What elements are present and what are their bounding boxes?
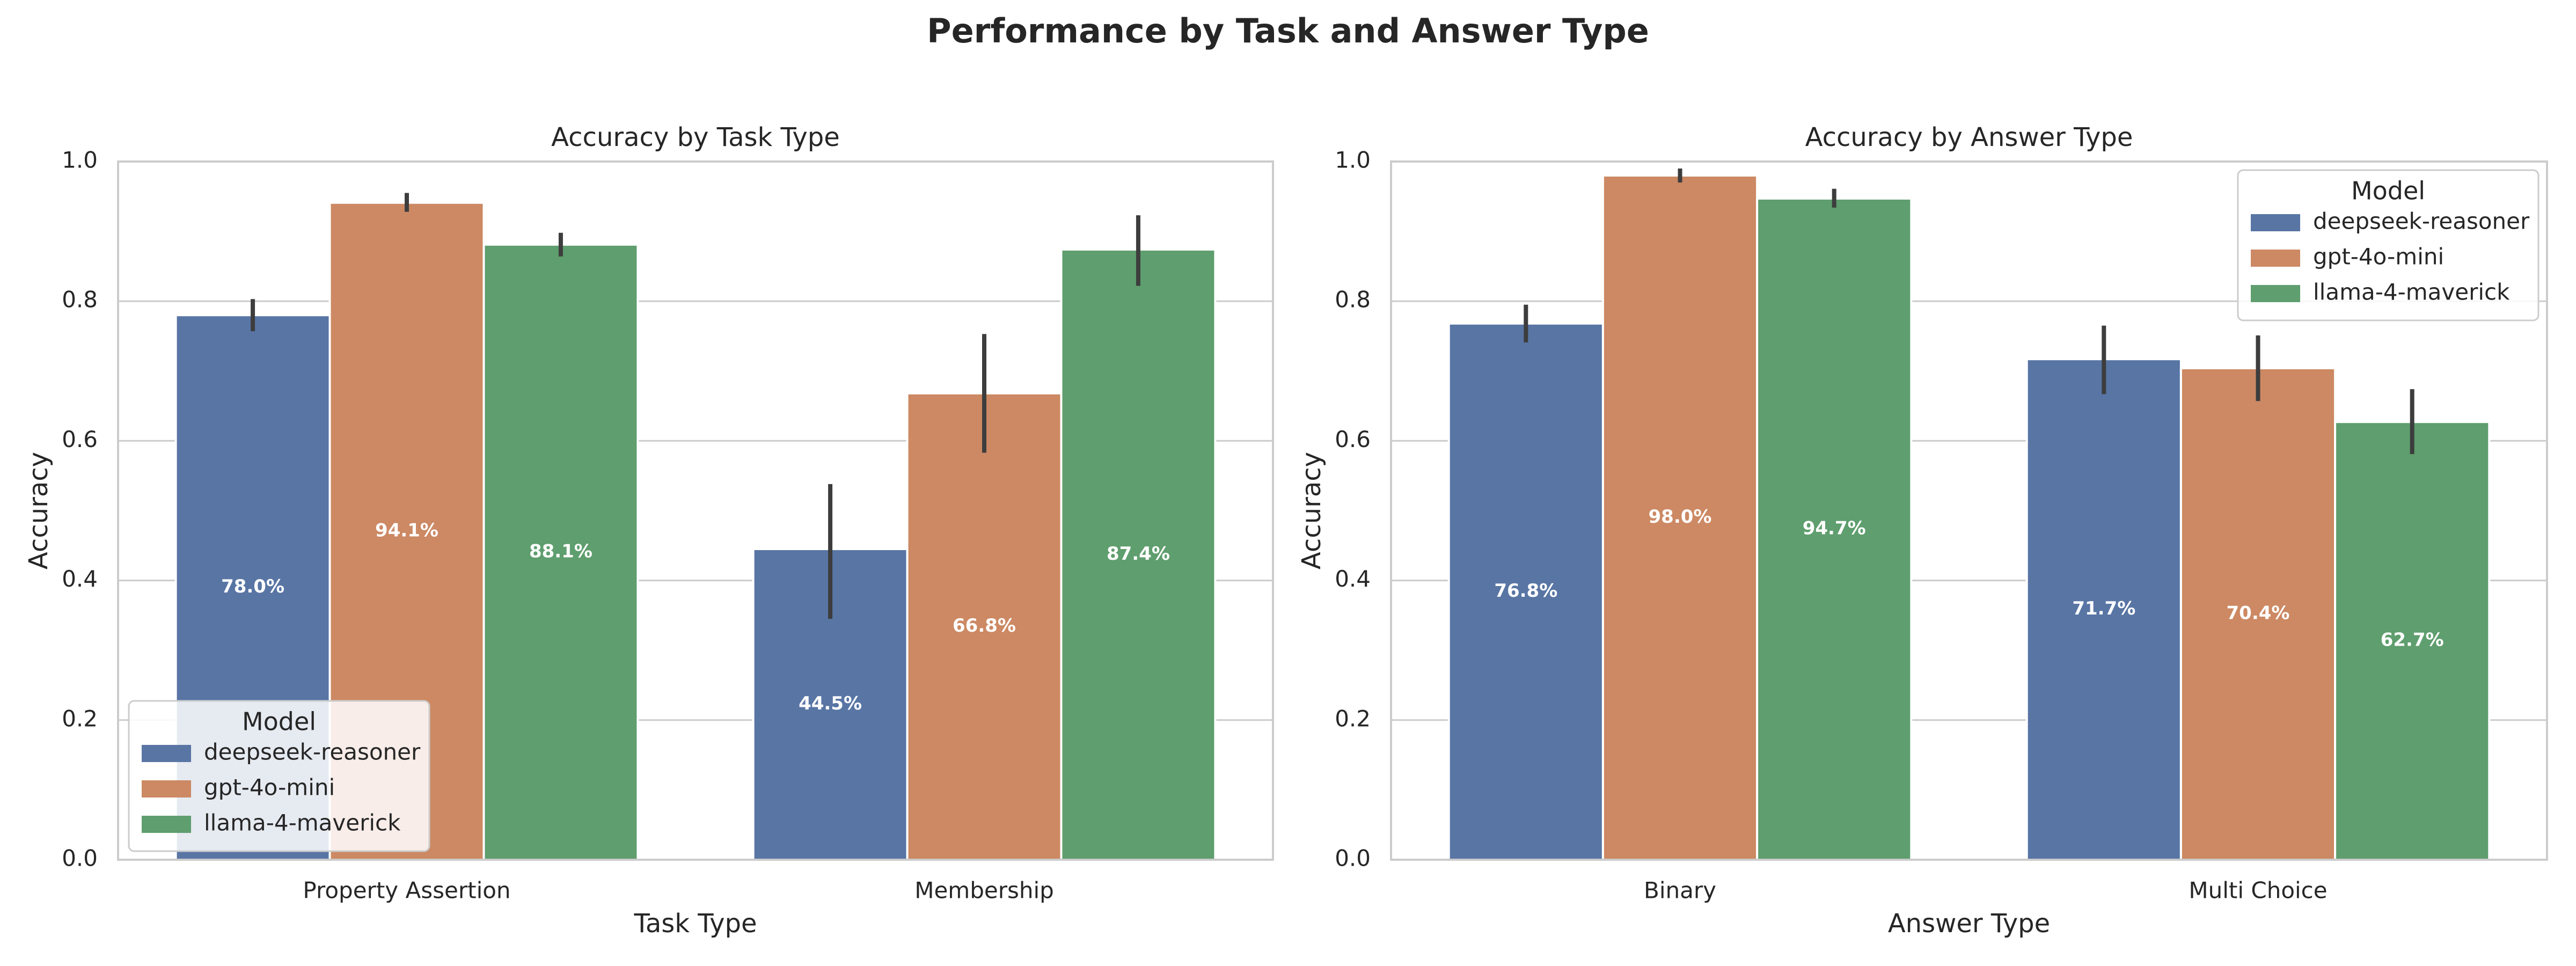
data-label: 78.0% xyxy=(221,576,284,597)
figure-title: Performance by Task and Answer Type xyxy=(927,11,1649,50)
legend-swatch-gpt-4o-mini xyxy=(2251,250,2300,267)
x-axis-label: Task Type xyxy=(633,909,757,939)
axes-frame xyxy=(1390,160,2548,861)
y-tick-label: 0.4 xyxy=(62,566,98,592)
y-axis-label: Accuracy xyxy=(24,452,54,569)
y-tick-label: 1.0 xyxy=(1335,147,1371,173)
legend-label: deepseek-reasoner xyxy=(204,739,421,765)
y-tick-label: 0.2 xyxy=(1335,705,1371,731)
legend-label: gpt-4o-mini xyxy=(204,774,335,801)
bar-deepseek-reasoner-0 xyxy=(1447,322,1604,861)
bar-deepseek-reasoner-1 xyxy=(2025,358,2182,861)
y-tick-label: 1.0 xyxy=(62,147,98,173)
legend: Model deepseek-reasoner gpt-4o-mini llama-4… xyxy=(128,700,430,852)
bar-llama-4-maverick-0 xyxy=(1756,197,1913,861)
data-label: 76.8% xyxy=(1494,580,1557,602)
data-label: 98.0% xyxy=(1649,506,1712,528)
legend-title: Model xyxy=(242,707,316,736)
y-tick-label: 0.6 xyxy=(62,426,98,452)
data-label: 94.7% xyxy=(1803,517,1866,539)
data-label: 71.7% xyxy=(2072,598,2135,619)
axes-frame xyxy=(117,160,1274,861)
subplot-title: Accuracy by Answer Type xyxy=(1805,122,2133,152)
data-label: 44.5% xyxy=(799,693,862,714)
x-tick-label: Membership xyxy=(914,877,1054,904)
y-tick-label: 0.8 xyxy=(62,287,98,313)
data-label: 94.1% xyxy=(375,519,438,541)
x-tick-label: Property Assertion xyxy=(303,877,510,904)
y-tick-label: 0.4 xyxy=(1335,566,1371,592)
x-axis-label: Answer Type xyxy=(1888,909,2050,939)
y-tick-label: 0.0 xyxy=(62,845,98,872)
x-tick-label: Binary xyxy=(1644,877,1716,904)
bar-gpt-4o-mini-0 xyxy=(1601,174,1759,861)
legend-label: gpt-4o-mini xyxy=(2313,244,2444,270)
legend-title: Model xyxy=(2351,177,2425,206)
data-label: 87.4% xyxy=(1107,543,1170,565)
legend-box xyxy=(128,700,430,852)
legend-label: llama-4-maverick xyxy=(204,810,401,836)
data-label: 88.1% xyxy=(529,540,592,562)
legend-swatch-gpt-4o-mini xyxy=(142,780,191,797)
x-tick-label: Multi Choice xyxy=(2189,877,2327,904)
chart-panel-1: 0.0 0.2 0.4 0.6 0.8 1.0 78.0% 44.5% 94.1% 66.8% 88… xyxy=(24,122,1274,939)
legend-swatch-llama-4-maverick xyxy=(2251,285,2300,302)
y-tick-label: 0.0 xyxy=(1335,845,1371,872)
bar-llama-4-maverick-1 xyxy=(1060,248,1217,861)
y-tick-label: 0.2 xyxy=(62,705,98,731)
bar-llama-4-maverick-0 xyxy=(482,243,639,861)
y-axis-label: Accuracy xyxy=(1297,452,1327,569)
data-label: 70.4% xyxy=(2227,603,2290,624)
data-label: 62.7% xyxy=(2381,630,2444,651)
legend-label: llama-4-maverick xyxy=(2313,279,2510,305)
bar-llama-4-maverick-1 xyxy=(2334,421,2491,861)
legend-box xyxy=(2237,169,2540,321)
y-tick-label: 0.6 xyxy=(1335,426,1371,452)
chart-panel-2: 0.0 0.2 0.4 0.6 0.8 1.0 76.8% 71.7% 98.0% 70.4% 94… xyxy=(1297,122,2548,939)
y-tick-label: 0.8 xyxy=(1335,287,1371,313)
legend-swatch-deepseek-reasoner xyxy=(142,745,191,762)
legend-swatch-llama-4-maverick xyxy=(142,816,191,833)
legend-swatch-deepseek-reasoner xyxy=(2251,214,2300,231)
legend-label: deepseek-reasoner xyxy=(2313,208,2530,235)
subplot-title: Accuracy by Task Type xyxy=(551,122,840,152)
data-label: 66.8% xyxy=(953,615,1016,636)
